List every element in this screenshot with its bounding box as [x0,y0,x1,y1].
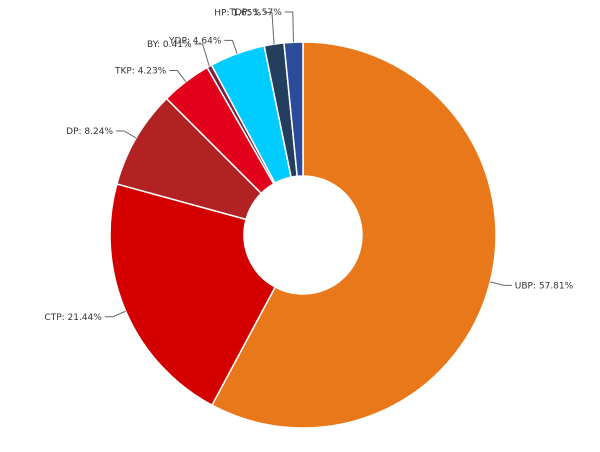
label-by: BY: 0.41% [147,40,192,50]
label-ydp: YDP: 4.64% [168,36,222,46]
label-tdp: TDP: 1.57% [228,8,282,18]
slice-ctp[interactable] [109,183,277,407]
leader-ctp [104,310,126,318]
slice-labels: UBP: 57.81% CTP: 21.44% DP: 8.24% TKP: 4.23… [44,8,573,323]
label-tkp: TKP: 4.23% [114,67,167,77]
leader-tdp [284,11,294,43]
label-dp: DP: 8.24% [66,127,113,137]
leader-ubp [490,281,512,286]
leader-tkp [169,70,187,82]
leader-hp [263,11,275,45]
label-ubp: UBP: 57.81% [515,281,574,291]
label-hp: HP: 1.65% [214,8,261,18]
label-ctp: CTP: 21.44% [44,313,102,323]
slice-ubp[interactable] [210,41,497,429]
leader-by [194,43,210,67]
leader-ydp [224,39,238,54]
slice-tdp[interactable] [283,41,304,178]
donut-slices [109,41,497,429]
leader-dp [116,130,137,139]
